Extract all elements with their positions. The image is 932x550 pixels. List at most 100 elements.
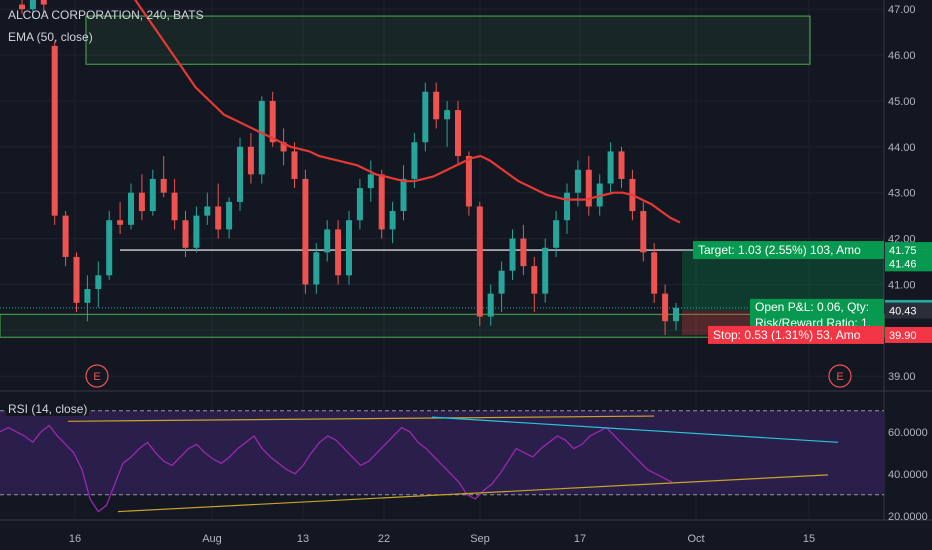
candle-body [117,220,124,225]
time-tick-label: 22 [378,533,390,545]
rsi-tick-label: 40.0000 [888,469,928,481]
candle-body [585,169,592,207]
candle-body [291,151,298,179]
candle-body [73,256,80,303]
earnings-marker [85,364,109,388]
candle-body [95,275,102,290]
candle-body [182,220,189,248]
target-label-bg [693,241,884,260]
earnings-marker [828,364,852,388]
rsi-trendline-lower [117,474,829,513]
time-tick-label: Sep [470,533,490,545]
candle-body [160,178,167,193]
candle-body [378,174,385,230]
candle-body [302,178,309,285]
candle-body [564,192,570,221]
indicator-ema-label: EMA (50, close) [8,30,93,44]
time-tick-label: Aug [202,533,222,545]
price-axis-badge-bg [885,255,932,272]
candle-body [346,220,352,276]
price-tick-label: 47.00 [888,4,916,16]
candle-body [476,206,483,317]
candle-body [215,206,222,230]
price-axis-badge: 41.75 [889,245,917,257]
candle-body [509,238,516,271]
price-tick-label: 44.00 [888,142,916,154]
candle-body [335,229,342,276]
candle-body [247,146,254,175]
candle-body [193,215,200,248]
rsi-trendline-upper [67,415,655,422]
candle-body [640,211,647,253]
open-pnl-label-bg [750,298,884,316]
candle-body [651,252,658,294]
candle-body [51,45,58,216]
price-axis-badge: 41.46 [889,258,917,270]
rsi-tick-label: 20.0000 [888,511,928,523]
candle-body [62,215,69,257]
earnings-marker-label: E [836,371,843,383]
ema-line [133,0,681,224]
candle-body [237,146,243,202]
candle-body [662,293,669,322]
candle-body [40,0,47,5]
candle-body [574,169,581,193]
time-tick-label: Oct [687,533,704,545]
candle-body [19,4,25,10]
candle-body [553,220,560,248]
candle-body [607,151,614,184]
time-tick-label: 13 [297,533,309,545]
candle-body [367,174,374,189]
price-tick-label: 39.00 [888,371,916,383]
candle-body [400,178,407,212]
candle-body [106,220,113,276]
candle-body [465,156,472,207]
price-tick-label: 46.00 [888,50,916,62]
price-axis-badge: 39.90 [889,330,917,342]
candle-body [498,270,505,294]
candle-body [455,110,461,156]
earnings-marker-label: E [93,371,100,383]
candle-body [389,211,396,230]
price-axis-badge-bg [885,302,932,319]
time-tick-label: 16 [69,533,81,545]
candle-body [618,151,625,179]
candle-body [138,192,145,212]
indicator-rsi-label: RSI (14, close) [6,402,90,416]
price-tick-label: 45.00 [888,96,916,108]
candle-body [258,100,265,175]
candle-body [29,0,36,10]
candle-body [673,307,679,322]
candle-body [128,192,134,225]
price-axis-badge-bg [885,242,932,259]
price-axis-badge: 40.43 [889,306,917,318]
open-pnl-label: Open P&L: 0.06, Qty: [755,300,869,314]
candle-body [411,142,418,179]
candle-body [171,192,178,221]
chart-title: ALCOA CORPORATION, 240, BATS [8,8,204,22]
price-tick-label: 43.00 [888,188,916,200]
candle-body [84,289,91,303]
time-tick-label: 15 [803,533,815,545]
candle-body [149,178,156,212]
price-tick-label: 41.00 [888,279,916,291]
candle-body [520,238,527,267]
candle-body [487,293,494,317]
rsi-band-fill [0,410,884,495]
candle-body [204,206,211,216]
price-axis-badge-bg [885,326,932,343]
candle-body [269,100,276,143]
stop-label-bg [708,325,884,344]
candle-body [422,91,429,143]
rsi-tick-label: 60.0000 [888,427,928,439]
rsi-trendline-descending [431,416,839,443]
target-label: Target: 1.03 (2.55%) 103, Amo [698,243,861,257]
candle-body [280,142,287,152]
candle-body [313,252,320,285]
rsi-line [0,424,673,513]
candle-body [444,110,451,120]
stop-label: Stop: 0.53 (1.31%) 53, Amo [713,328,861,342]
time-tick-label: 17 [574,533,586,545]
candle-body [531,266,538,294]
candle-body [356,188,363,221]
